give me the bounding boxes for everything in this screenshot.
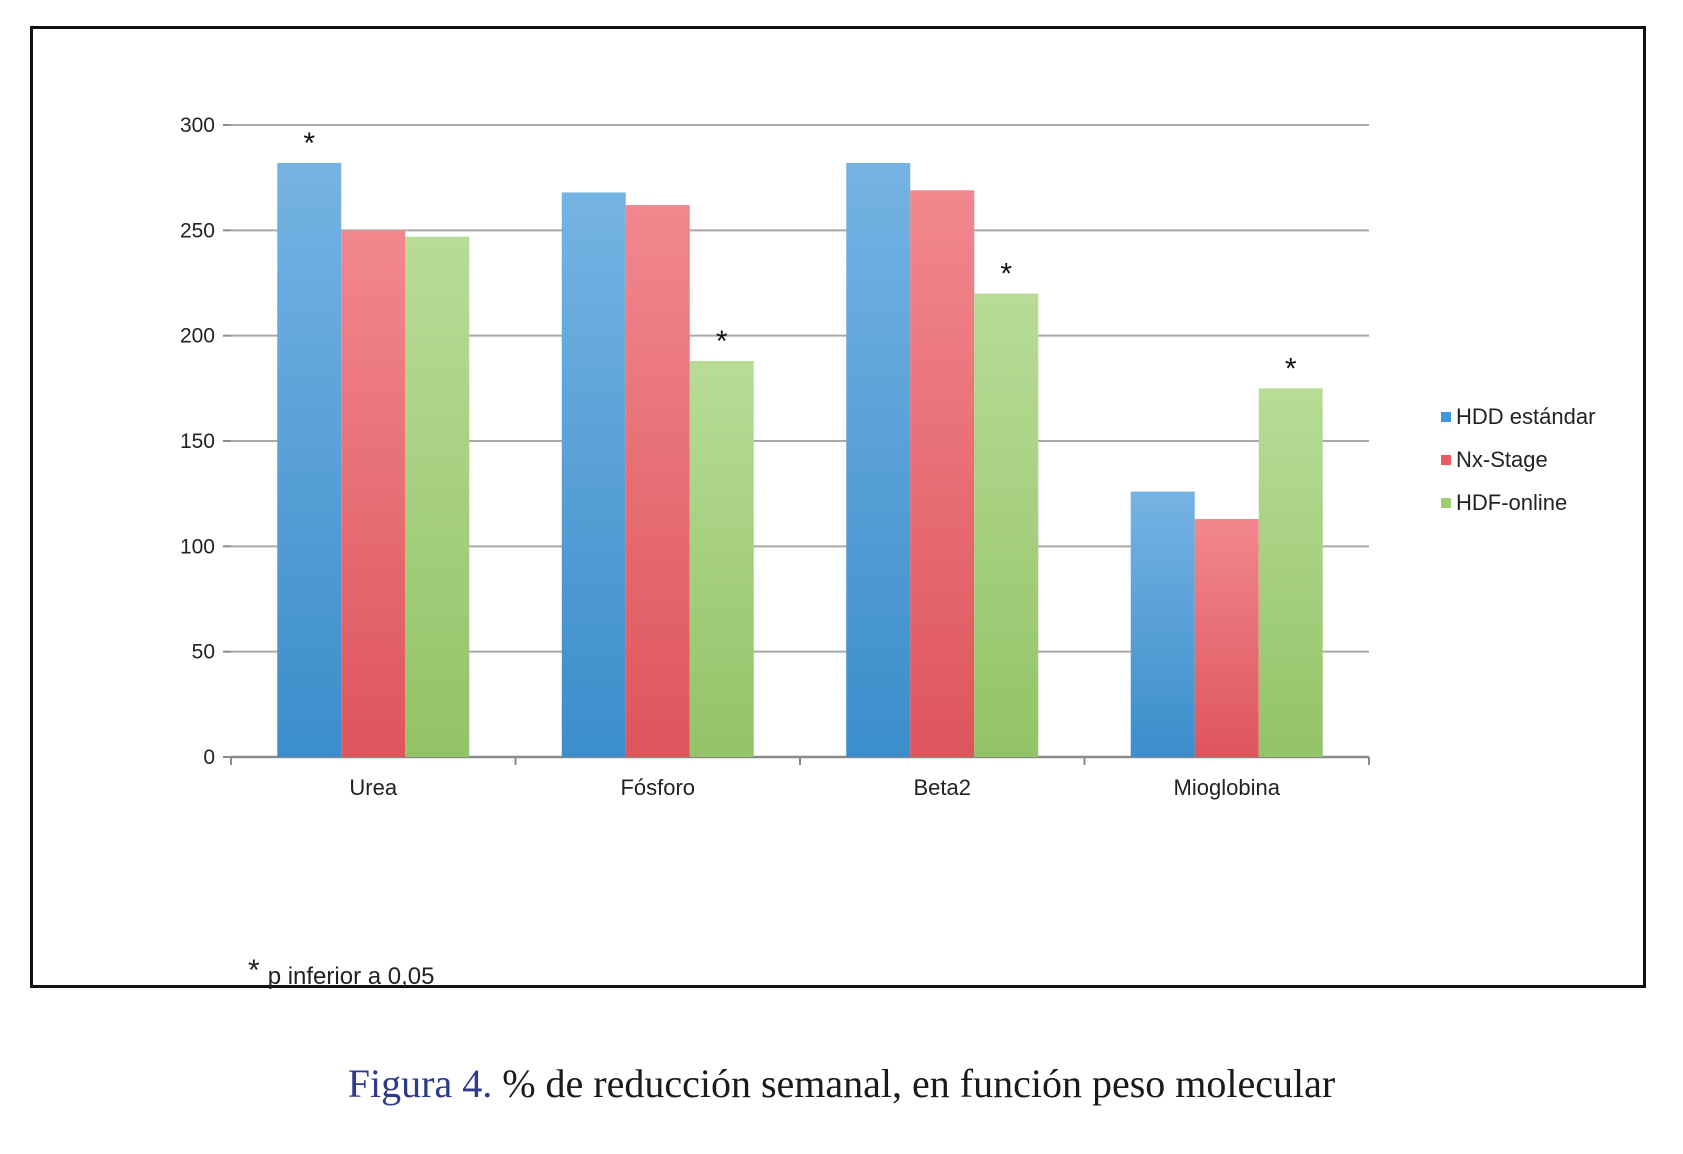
bar — [1194, 518, 1259, 757]
x-tick-label: Urea — [349, 775, 397, 800]
bar — [277, 162, 342, 758]
significance-marker: * — [303, 127, 315, 160]
caption-text: % de reducción semanal, en función peso … — [502, 1061, 1336, 1106]
legend-label: Nx-Stage — [1456, 447, 1548, 472]
bars — [277, 162, 1323, 758]
y-tick-label: 150 — [180, 430, 215, 453]
legend-swatch — [1441, 498, 1451, 508]
legend-label: HDD estándar — [1456, 404, 1595, 429]
bar — [846, 162, 911, 758]
significance-marker: * — [716, 325, 728, 358]
y-tick-label: 300 — [180, 114, 215, 137]
x-tick-label: Beta2 — [914, 775, 972, 800]
legend: HDD estándar Nx-Stage HDF-online — [1441, 404, 1595, 515]
bar — [974, 293, 1039, 757]
bar — [625, 205, 690, 757]
bar — [910, 190, 975, 758]
figure-frame: 0 50 100 150 200 250 300 * * * * Urea Fósforo Beta2… — [30, 26, 1646, 991]
y-tick-label: 50 — [192, 641, 215, 664]
legend-label: HDF-online — [1456, 490, 1567, 515]
footnote-symbol: * — [248, 954, 260, 987]
bar — [341, 230, 406, 758]
footnote-text: p inferior a 0,05 — [267, 963, 435, 990]
significance-marker: * — [1285, 352, 1297, 385]
bar — [689, 360, 754, 757]
bar — [405, 236, 470, 758]
x-axis: Urea Fósforo Beta2 Mioglobina — [230, 757, 1370, 800]
significance-marker: * — [1000, 258, 1012, 291]
bar — [561, 192, 626, 757]
legend-swatch — [1441, 412, 1451, 422]
bar — [1258, 388, 1323, 757]
caption-label: Figura 4. — [347, 1061, 493, 1106]
significance-markers: * * * * — [303, 127, 1297, 385]
x-tick-label: Mioglobina — [1174, 775, 1281, 800]
legend-swatch — [1441, 455, 1451, 465]
y-tick-label: 250 — [180, 219, 215, 242]
bar — [1130, 491, 1195, 757]
figure-caption: Figura 4. % de reducción semanal, en fun… — [0, 1060, 1683, 1107]
y-axis-ticks: 0 50 100 150 200 250 300 — [180, 114, 231, 769]
bar-chart: 0 50 100 150 200 250 300 * * * * Urea Fósforo Beta2… — [180, 114, 1595, 800]
y-tick-label: 100 — [180, 535, 215, 558]
footnote: * p inferior a 0,05 — [248, 954, 434, 991]
x-tick-label: Fósforo — [620, 775, 695, 800]
y-tick-label: 0 — [203, 746, 215, 769]
y-tick-label: 200 — [180, 325, 215, 348]
